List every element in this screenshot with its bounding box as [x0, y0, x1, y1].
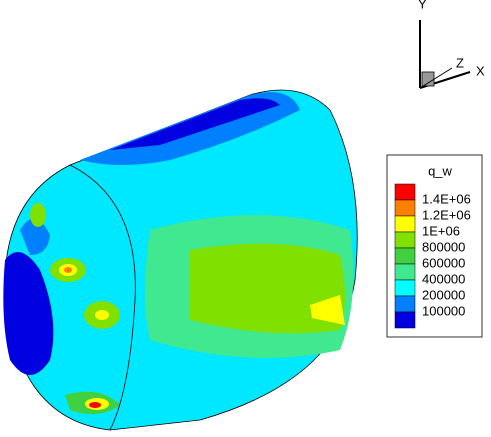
contour-body [3, 89, 358, 431]
legend-swatch [394, 295, 416, 313]
legend-label: 100000 [422, 303, 465, 318]
legend-swatch [394, 183, 416, 201]
axis-label: Z [456, 55, 464, 70]
legend-label: 1.4E+06 [422, 191, 471, 206]
legend-label: 400000 [422, 271, 465, 286]
legend-label: 600000 [422, 255, 465, 270]
legend-title: q_w [428, 163, 452, 178]
legend-swatch [394, 263, 416, 281]
legend-swatch [394, 311, 416, 329]
legend: q_w 1.4E+061.2E+061E+0680000060000040000… [386, 154, 483, 338]
legend-swatch [394, 215, 416, 233]
axis-label: Y [418, 0, 427, 11]
legend-swatch [394, 231, 416, 249]
legend-label: 1E+06 [422, 223, 460, 238]
legend-label: 1.2E+06 [422, 207, 471, 222]
axis-triad: Y Z X [418, 0, 485, 89]
legend-swatch [394, 279, 416, 297]
legend-swatch [394, 199, 416, 217]
legend-label: 200000 [422, 287, 465, 302]
axis-label: X [476, 63, 485, 78]
legend-label: 800000 [422, 239, 465, 254]
legend-swatch [394, 247, 416, 265]
